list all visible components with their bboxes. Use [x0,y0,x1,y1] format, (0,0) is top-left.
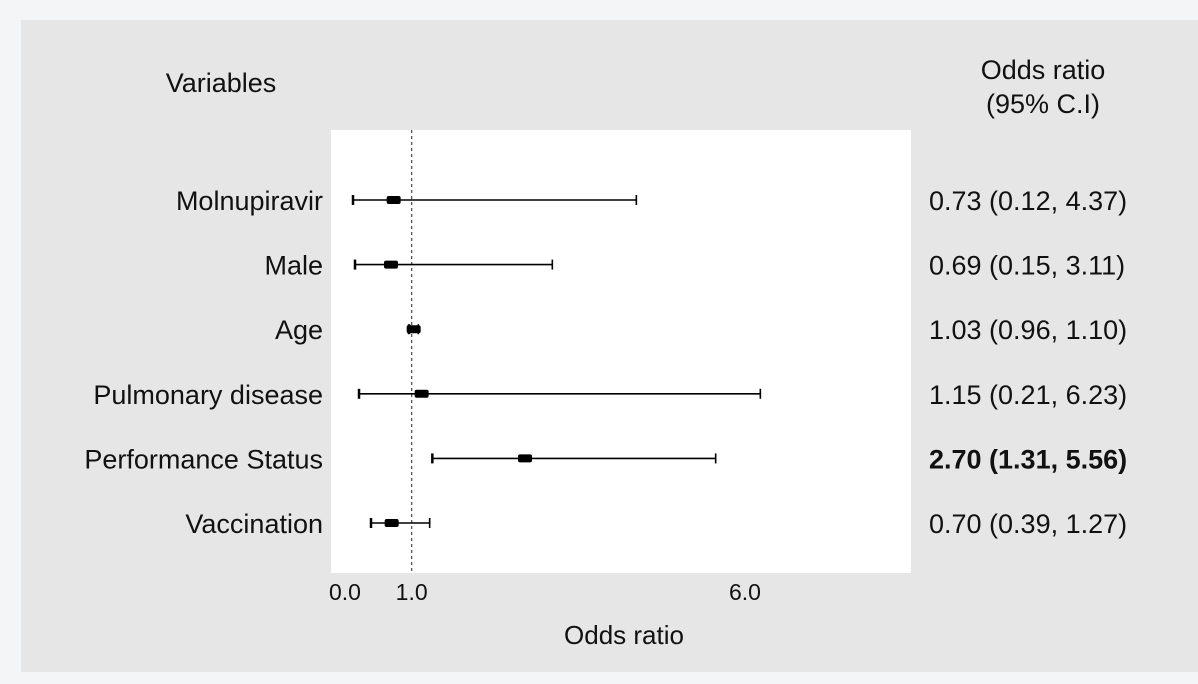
or-header-line1: Odds ratio [981,55,1106,85]
x-tick-label: 0.0 [329,579,361,605]
point-estimate [384,519,399,527]
point-estimate [518,454,532,463]
forest-plot: Variables Odds ratio (95% C.I) Odds rati… [84,55,1127,650]
or-header-line2: (95% C.I) [986,89,1100,119]
point-estimate [414,389,429,398]
odds-ratio-value: 1.15 (0.21, 6.23) [929,380,1127,410]
variable-label: Male [264,251,323,281]
odds-ratio-value: 0.70 (0.39, 1.27) [929,509,1127,539]
point-estimate [384,260,398,269]
x-tick-label: 1.0 [396,579,428,605]
point-estimate [386,196,401,204]
odds-ratio-value: 0.73 (0.12, 4.37) [929,186,1127,216]
variables-header: Variables [166,68,277,98]
point-estimate [406,325,421,334]
variable-label: Pulmonary disease [93,380,323,410]
variable-label: Age [275,315,323,345]
odds-ratio-value: 1.03 (0.96, 1.10) [929,315,1127,345]
x-axis-title: Odds ratio [564,620,684,650]
variable-label: Molnupiravir [176,186,323,216]
variable-label: Performance Status [84,444,323,474]
x-tick-label: 6.0 [729,579,761,605]
odds-ratio-value: 0.69 (0.15, 3.11) [929,251,1125,281]
chart-marks: 0.0 1.0 6.0 Molnupiravir 0.73 (0.12, 4.37) Ma… [84,130,1127,605]
odds-ratio-value: 2.70 (1.31, 5.56) [929,444,1127,474]
plot-area [331,130,911,573]
chart-panel: Variables Odds ratio (95% C.I) Odds rati… [21,20,1198,672]
variable-label: Vaccination [185,509,323,539]
